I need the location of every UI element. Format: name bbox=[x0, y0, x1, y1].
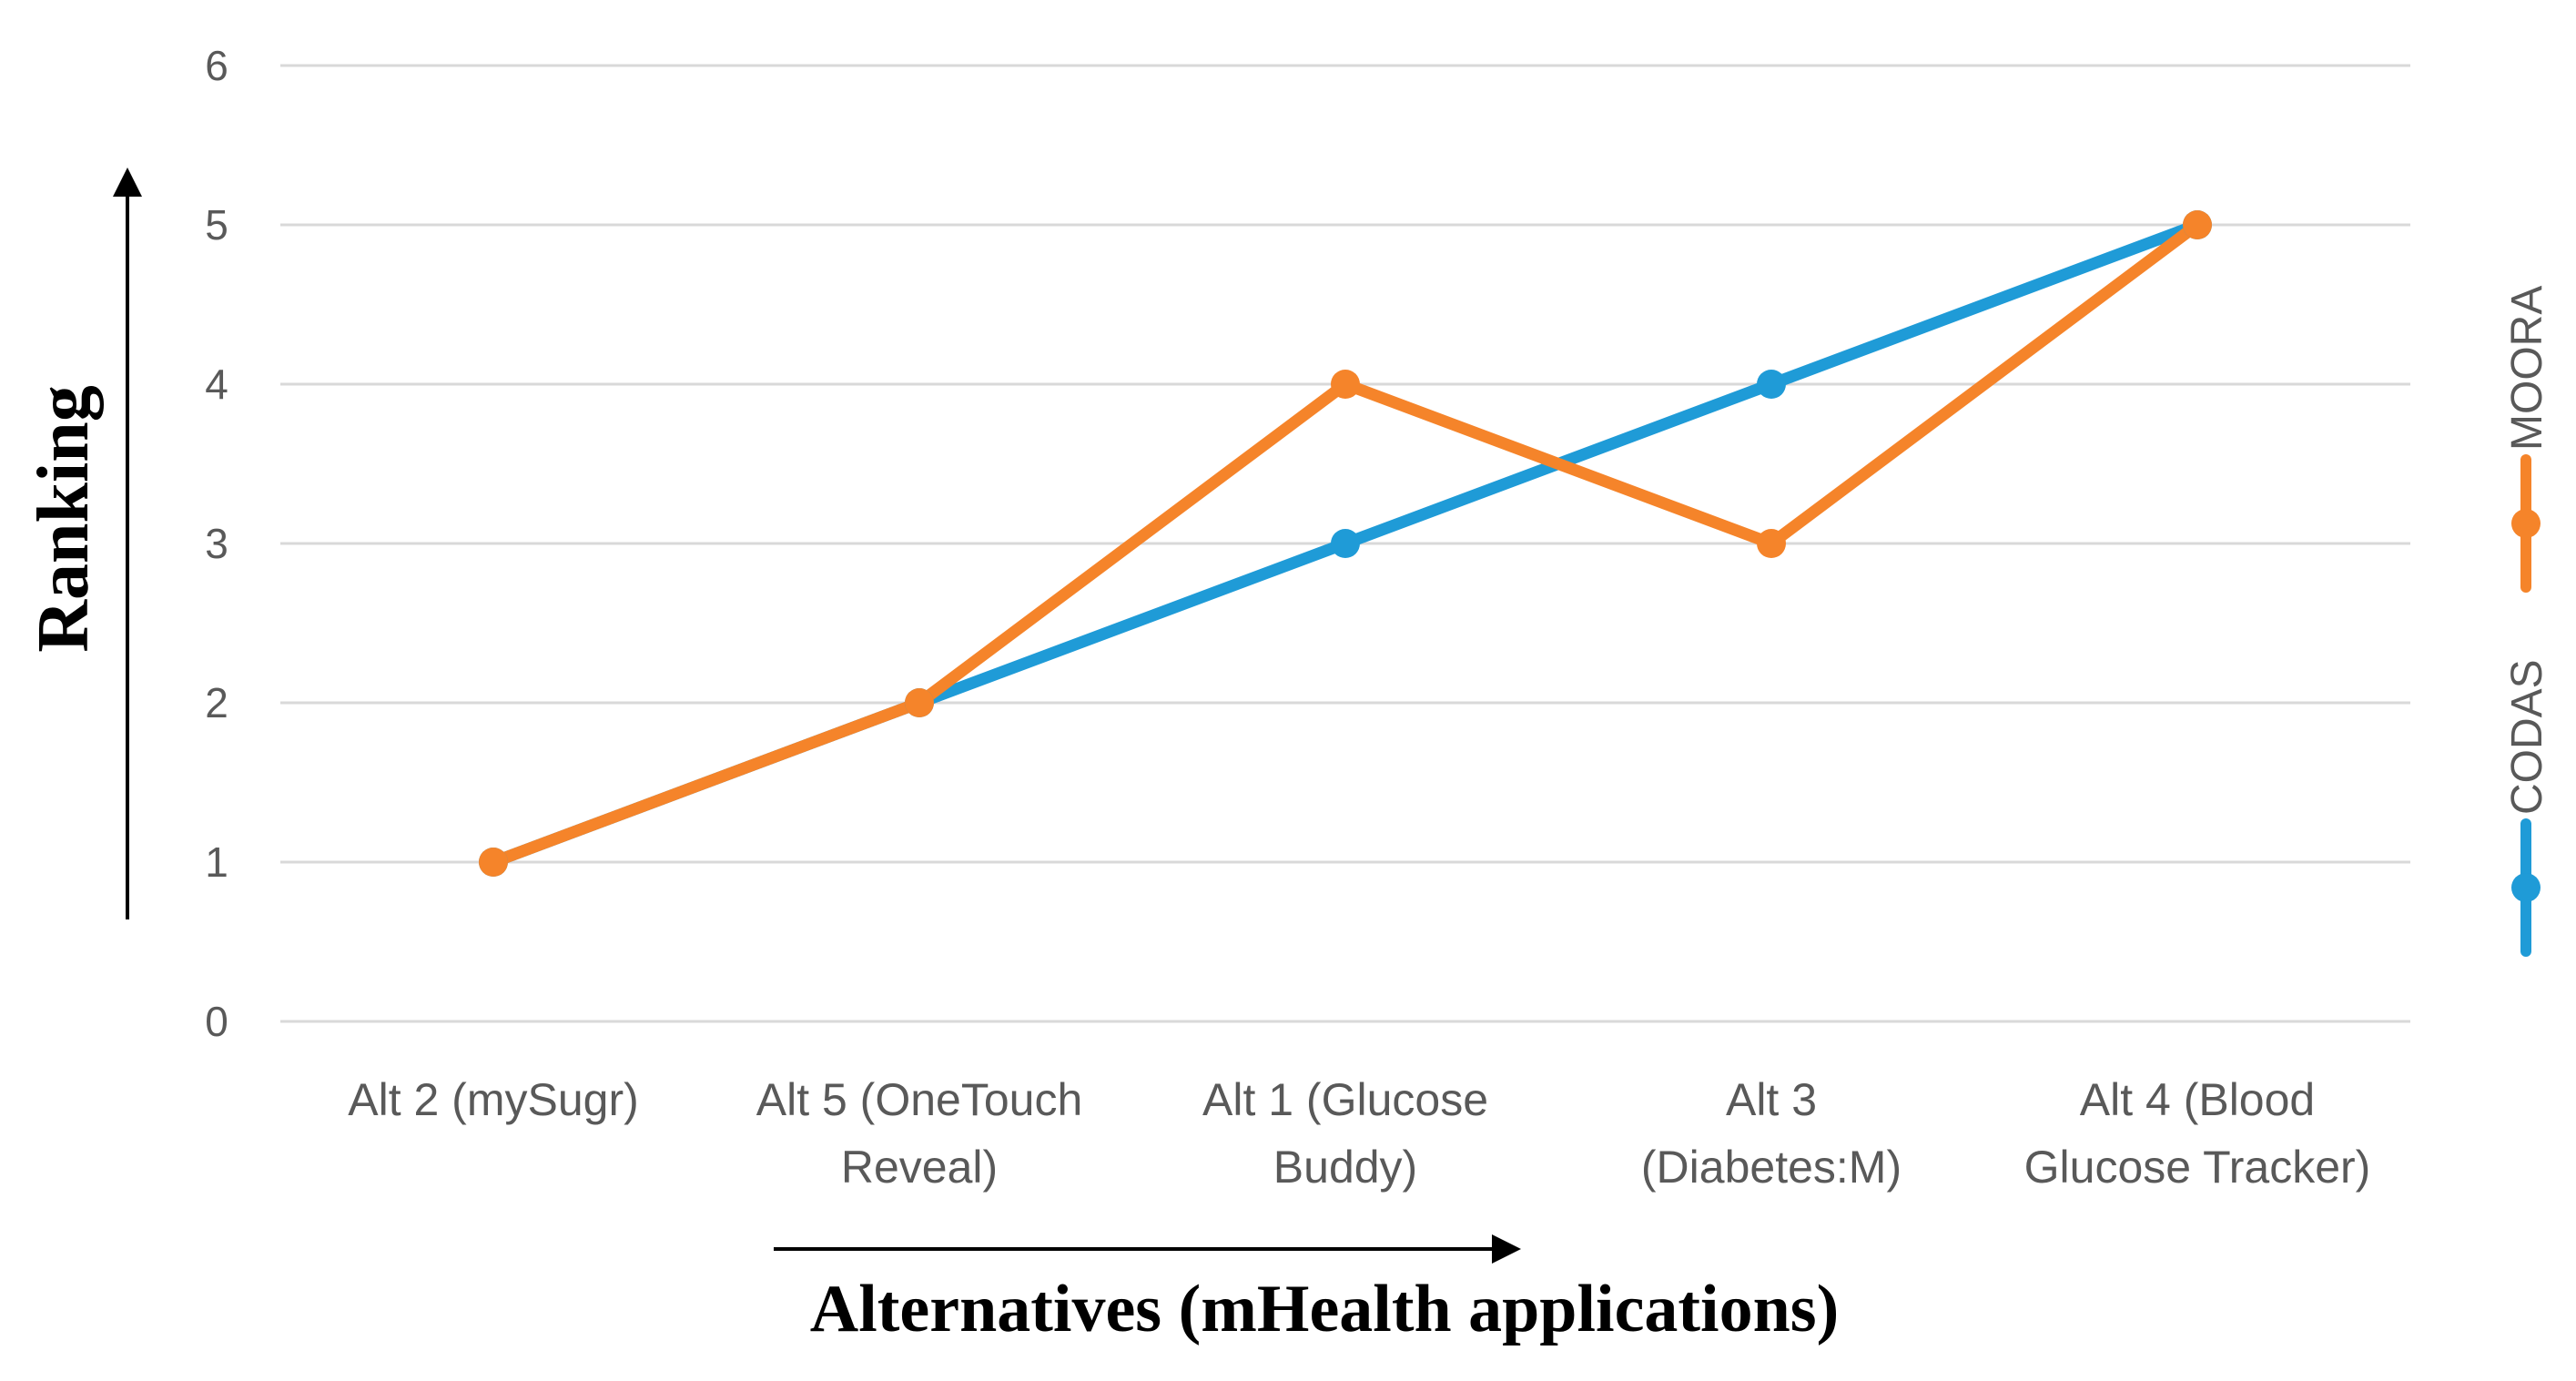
y-tick-label: 3 bbox=[205, 520, 228, 567]
legend-symbol-marker-moora bbox=[2511, 509, 2541, 538]
series-points bbox=[479, 210, 2212, 877]
legend-label-moora: MOORA bbox=[2503, 286, 2551, 451]
y-axis-ticks: 0 1 2 3 4 5 6 bbox=[205, 42, 228, 1045]
data-point-codas bbox=[1757, 370, 1786, 399]
data-point-moora bbox=[479, 848, 508, 877]
data-point-moora bbox=[1757, 529, 1786, 558]
data-point-moora bbox=[2183, 210, 2212, 239]
y-tick-label: 4 bbox=[205, 360, 228, 408]
legend: CODAS MOORA bbox=[2503, 286, 2551, 957]
x-category-label: Alt 2 (mySugr) bbox=[348, 1074, 639, 1125]
x-axis-categories: Alt 2 (mySugr) Alt 5 (OneTouch Reveal) Alt … bbox=[348, 1074, 2370, 1193]
y-tick-label: 2 bbox=[205, 679, 228, 726]
legend-symbol-marker-codas bbox=[2511, 873, 2541, 902]
x-category-label: Alt 3 (Diabetes:M) bbox=[1641, 1074, 1902, 1193]
y-tick-label: 0 bbox=[205, 998, 228, 1045]
legend-label-codas: CODAS bbox=[2503, 659, 2551, 815]
x-axis-title: Alternatives (mHealth applications) bbox=[810, 1272, 1839, 1346]
data-point-moora bbox=[905, 688, 934, 717]
data-point-moora bbox=[1331, 370, 1360, 399]
y-tick-label: 1 bbox=[205, 838, 228, 886]
x-category-label: Alt 1 (Glucose Buddy) bbox=[1202, 1074, 1488, 1193]
x-category-label: Alt 5 (OneTouch Reveal) bbox=[756, 1074, 1083, 1193]
y-tick-label: 5 bbox=[205, 201, 228, 249]
x-category-label: Alt 4 (Blood Glucose Tracker) bbox=[2024, 1074, 2371, 1193]
data-point-codas bbox=[1331, 529, 1360, 558]
y-tick-label: 6 bbox=[205, 42, 228, 89]
y-axis-title: Ranking bbox=[24, 385, 104, 652]
